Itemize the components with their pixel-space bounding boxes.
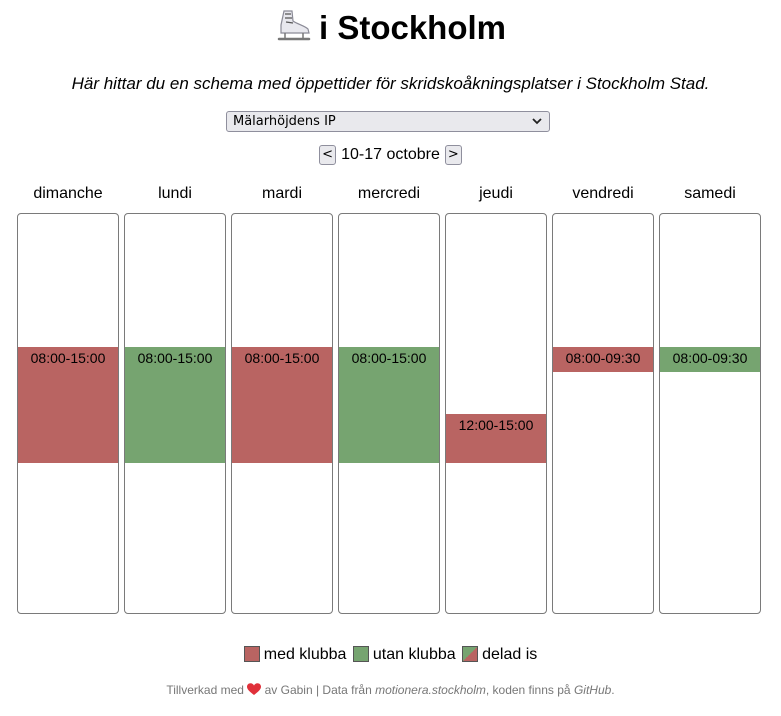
time-slot-med-klubba[interactable]: 08:00-09:30 [553,347,653,372]
footer-made-with: Tillverkad med [166,683,244,697]
time-slot-med-klubba[interactable]: 08:00-15:00 [18,347,118,464]
day-name: samedi [684,185,736,202]
footer-period: . [611,683,615,697]
time-slot-med-klubba[interactable]: 08:00-15:00 [232,347,332,464]
time-slot-med-klubba[interactable]: 12:00-15:00 [446,413,546,464]
legend-label-med-klubba: med klubba [263,646,347,663]
day-name: vendredi [572,185,634,202]
legend: med klubba utan klubba delad is [0,645,781,665]
legend-label-utan-klubba: utan klubba [372,646,456,663]
footer-code-text: , koden finns på [485,683,571,697]
location-select[interactable]: Mälarhöjdens IP [226,111,550,132]
github-link[interactable]: GitHub [573,683,612,697]
day-name: mercredi [357,185,421,202]
next-week-button[interactable]: > [444,145,462,165]
week-label: 10-17 octobre [341,146,440,163]
day-column: 08:00-15:00 [338,213,440,614]
footer: Tillverkad med av Gabin | Data från moti… [0,682,781,700]
title-text: i Stockholm [318,9,507,46]
footer-by: av Gabin | Data från [264,683,372,697]
legend-swatch-delad-is [462,646,479,662]
day-name: mardi [261,185,302,202]
day-column: 08:00-09:30 [552,213,654,614]
data-source-link[interactable]: motionera.stockholm [375,683,486,697]
day-column: 08:00-15:00 [231,213,333,614]
time-slot-utan-klubba[interactable]: 08:00-09:30 [660,347,760,372]
day-column: 08:00-15:00 [124,213,226,614]
prev-week-button[interactable]: < [319,145,337,165]
legend-swatch-utan-klubba [352,646,369,662]
chevron-down-icon [531,112,543,131]
page-title: i Stockholm [0,8,781,54]
legend-swatch-med-klubba [243,646,260,662]
time-slot-utan-klubba[interactable]: 08:00-15:00 [125,347,225,464]
location-select-value: Mälarhöjdens IP [233,114,336,129]
day-column: 12:00-15:00 [445,213,547,614]
legend-item-delad-is: delad is [462,645,537,665]
week-navigation: <10-17 octobre > [0,144,781,166]
ice-skate-icon [275,9,313,54]
day-column: 08:00-09:30 [659,213,761,614]
page-subtitle: Här hittar du en schema med öppettider f… [71,74,710,93]
day-column: 08:00-15:00 [17,213,119,614]
legend-label-delad-is: delad is [482,646,538,663]
day-name: dimanche [33,185,103,202]
day-name: jeudi [479,185,513,202]
heart-icon [247,683,262,700]
legend-item-utan-klubba: utan klubba [352,645,456,665]
legend-item-med-klubba: med klubba [243,645,347,665]
time-slot-utan-klubba[interactable]: 08:00-15:00 [339,347,439,464]
day-name: lundi [158,185,192,202]
